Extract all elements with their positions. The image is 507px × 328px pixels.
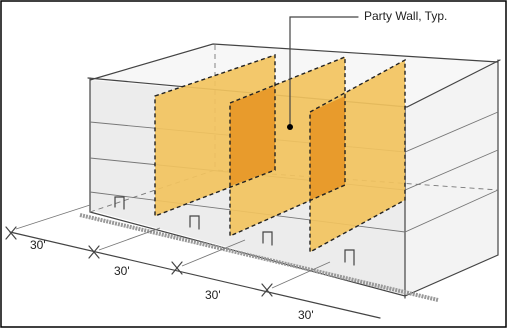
dimension-label: 30' [114,264,130,278]
diagram: 30' 30' 30' 30' Party Wall, Typ. [0,0,507,328]
party-wall-overlap [310,96,345,200]
leader-dot [287,124,293,130]
dimension-label: 30' [298,308,314,322]
dimension-label: 30' [205,288,221,302]
dimension-label: 30' [30,238,46,252]
callout-label: Party Wall, Typ. [364,9,447,23]
